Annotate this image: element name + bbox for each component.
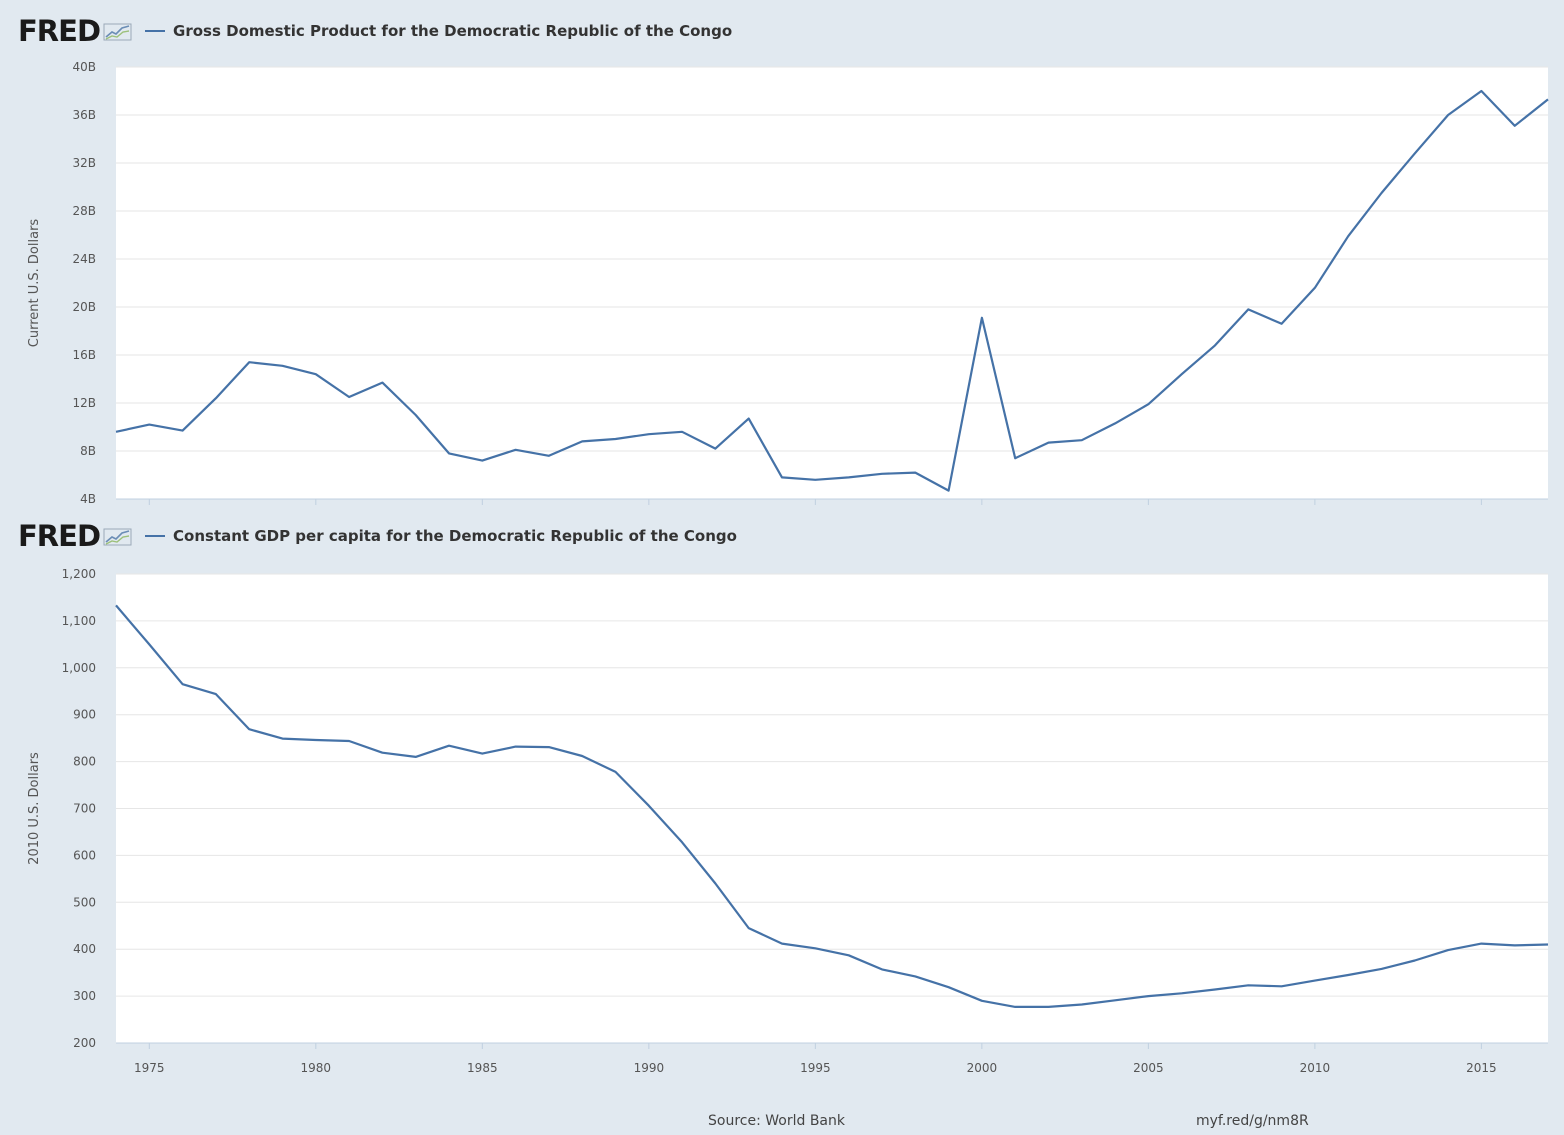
y-tick-label: 4B: [80, 492, 96, 505]
y-tick-label: 8B: [80, 444, 96, 458]
fred-chart-icon: [103, 528, 132, 546]
x-tick-label: 2010: [1300, 1061, 1331, 1075]
x-tick-label: 2000: [967, 1061, 998, 1075]
legend-swatch: [145, 30, 166, 32]
x-tick-label: 1995: [800, 1061, 831, 1075]
y-tick-label: 700: [73, 802, 96, 816]
y-tick-label: 300: [73, 989, 96, 1003]
chart-panel-bottom: FRED Constant GDP per capita for the Dem…: [0, 505, 1564, 1135]
y-axis-title: 2010 U.S. Dollars: [27, 752, 42, 865]
x-tick-label: 1980: [301, 1061, 332, 1075]
series-line: [115, 604, 1549, 1008]
chart-panel-top: FRED Gross Domestic Product for the Demo…: [0, 0, 1564, 505]
x-tick-label: 2005: [1133, 1061, 1164, 1075]
y-tick-label: 32B: [72, 156, 96, 170]
y-tick-label: 1,100: [62, 614, 96, 628]
fred-logo: FRED: [18, 13, 101, 48]
x-tick-label: 1975: [134, 1061, 165, 1075]
legend-swatch: [145, 535, 166, 537]
y-tick-label: 400: [73, 942, 96, 956]
source-label: Source: World Bank: [708, 1113, 845, 1129]
gdp-line-chart: 4B 8B 12B 16B 20B 24B 28B 32B 36B 40B Current U.S.…: [27, 60, 1549, 505]
series-title: Gross Domestic Product for the Democrati…: [173, 22, 733, 40]
y-tick-label: 20B: [72, 300, 96, 314]
x-tick-label: 1985: [467, 1061, 498, 1075]
y-tick-label: 500: [73, 895, 96, 909]
x-tick-label: 1990: [634, 1061, 665, 1075]
y-tick-label: 12B: [72, 396, 96, 410]
chart-header: FRED Constant GDP per capita for the Dem…: [18, 519, 737, 553]
short-link[interactable]: myf.red/g/nm8R: [1196, 1113, 1309, 1129]
y-tick-label: 800: [73, 755, 96, 769]
y-tick-label: 1,200: [62, 567, 96, 581]
fred-logo: FRED: [18, 518, 101, 553]
y-tick-label: 200: [73, 1036, 96, 1050]
plot-area: [116, 67, 1548, 499]
series-line: [115, 89, 1549, 492]
y-tick-label: 16B: [72, 348, 96, 362]
chart-header: FRED Gross Domestic Product for the Demo…: [18, 14, 732, 48]
y-tick-label: 36B: [72, 108, 96, 122]
y-tick-label: 900: [73, 708, 96, 722]
y-tick-label: 1,000: [62, 661, 96, 675]
x-tick-label: 2015: [1466, 1061, 1497, 1075]
fred-chart-icon: [103, 23, 132, 41]
y-tick-label: 24B: [72, 252, 96, 266]
gdp-per-capita-line-chart: 200 300 400 500 600 700 800 900 1,000 1,100 1,200 1…: [27, 567, 1549, 1075]
series-title: Constant GDP per capita for the Democrat…: [173, 527, 737, 545]
y-tick-label: 28B: [72, 204, 96, 218]
y-axis-title: Current U.S. Dollars: [27, 219, 42, 348]
y-tick-label: 600: [73, 848, 96, 862]
y-tick-label: 40B: [72, 60, 96, 74]
